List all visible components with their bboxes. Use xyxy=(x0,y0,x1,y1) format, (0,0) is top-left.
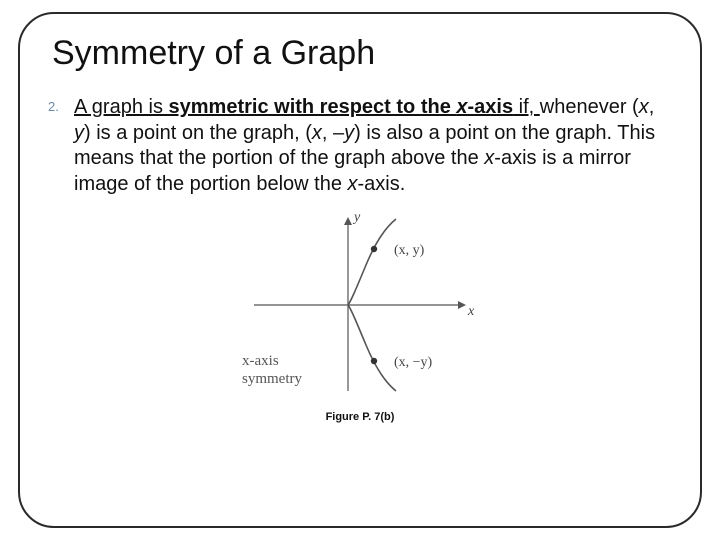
x1: x xyxy=(639,96,649,118)
y-label: y xyxy=(352,210,361,225)
x-label: x xyxy=(467,304,475,319)
x4: x xyxy=(348,173,358,195)
figure-caption: Figure P. 7(b) xyxy=(48,411,672,423)
lead-bold: symmetric with respect to the x-axis xyxy=(169,96,514,118)
x3: x xyxy=(484,147,494,169)
body-row: 2. A graph is symmetric with respect to … xyxy=(48,95,672,197)
lead-underlined: A graph is symmetric with respect to the… xyxy=(74,96,540,118)
t3: ) is a point on the graph, ( xyxy=(84,122,312,144)
lead-pre: A graph is xyxy=(74,96,169,118)
curve-upper xyxy=(348,219,396,305)
lead-tail: if, xyxy=(513,96,540,118)
slide-frame: Symmetry of a Graph 2. A graph is symmet… xyxy=(18,12,702,528)
t2: , xyxy=(649,96,655,118)
x-axis-arrow xyxy=(458,301,466,309)
slide-title: Symmetry of a Graph xyxy=(52,34,672,73)
bullet-number: 2. xyxy=(48,95,74,114)
body-text: A graph is symmetric with respect to the… xyxy=(74,95,672,197)
symmetry-label-2: symmetry xyxy=(242,371,302,387)
y2: y xyxy=(344,122,354,144)
lead-bold-x: x xyxy=(456,96,467,118)
symmetry-graph: y x (x, y) (x, −y) x-axis symmetry xyxy=(230,205,490,405)
point-upper xyxy=(371,246,377,252)
point-lower xyxy=(371,358,377,364)
lead-bold-1: symmetric with respect to the xyxy=(169,96,457,118)
t7: -axis. xyxy=(358,173,406,195)
figure-wrap: y x (x, y) (x, −y) x-axis symmetry Figur… xyxy=(48,205,672,423)
symmetry-label-1: x-axis xyxy=(242,353,279,369)
point-upper-label: (x, y) xyxy=(394,243,425,258)
point-lower-label: (x, −y) xyxy=(394,355,433,370)
t1: whenever ( xyxy=(540,96,639,118)
curve-lower xyxy=(348,305,396,391)
y-axis-arrow xyxy=(344,217,352,225)
t4: , – xyxy=(322,122,344,144)
y1: y xyxy=(74,122,84,144)
x2: x xyxy=(312,122,322,144)
lead-bold-2: -axis xyxy=(468,96,514,118)
